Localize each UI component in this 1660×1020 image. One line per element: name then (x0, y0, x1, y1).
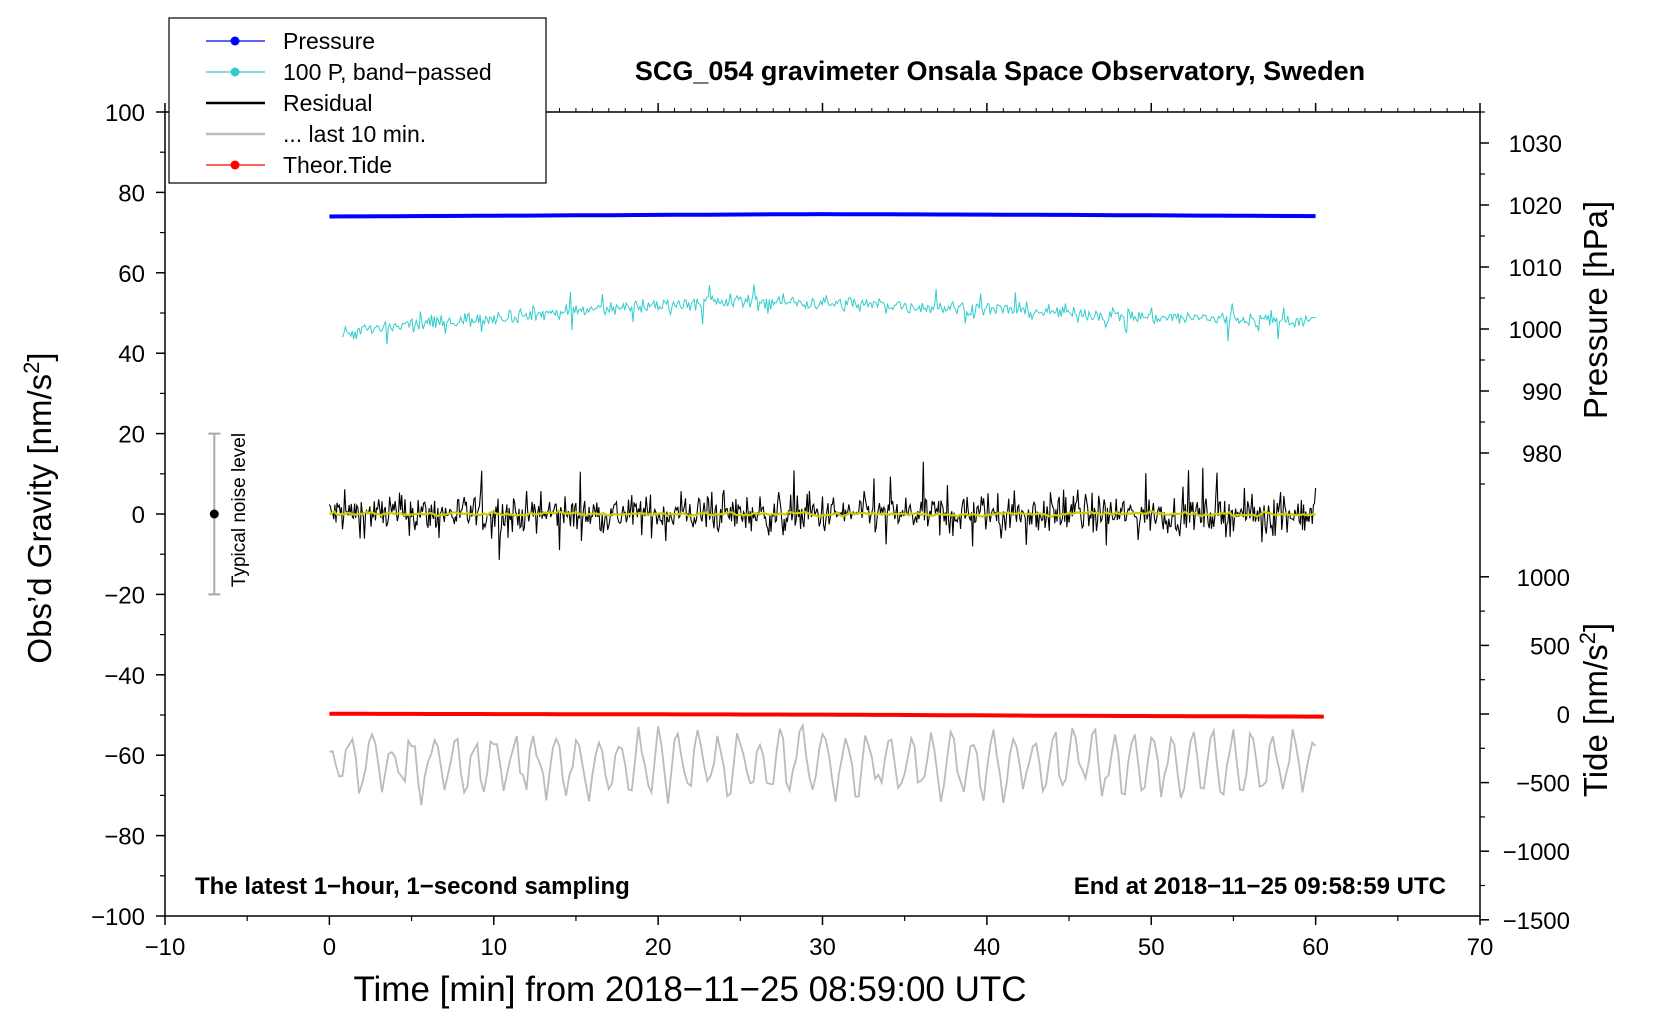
y-axis-label-tide-main: Tide [nm/s (1577, 644, 1614, 797)
legend-swatch-marker (230, 160, 240, 170)
tide-tick-label: −500 (1516, 771, 1570, 798)
y-axis-label-tide: Tide [nm/s2] (1575, 623, 1615, 797)
x-tick-label: 30 (809, 934, 836, 961)
y-tick-label: 0 (132, 502, 145, 529)
x-tick-label: 0 (323, 934, 336, 961)
legend-box (168, 17, 547, 184)
y-axis-label-left: Obs’d Gravity [nm/s2] (19, 352, 59, 663)
legend-swatch-marker (230, 67, 240, 77)
y-tick-label: −60 (104, 743, 145, 770)
y-tick-label: 20 (118, 422, 145, 449)
y-tick-label: 80 (118, 180, 145, 207)
legend: Pressure 100 P, band−passed Residual ... la… (168, 17, 547, 184)
legend-label: ... last 10 min. (283, 121, 426, 147)
last-10-min-line (329, 722, 1317, 806)
y-tick-label: −100 (91, 904, 145, 931)
annotation-sampling: The latest 1−hour, 1−second sampling (195, 873, 630, 900)
noise-indicator (208, 432, 221, 596)
x-axis-label: Time [min] from 2018−11−25 08:59:00 UTC (353, 970, 1026, 1009)
legend-label: Theor.Tide (283, 152, 392, 178)
y-axis-label-left-end: ] (21, 352, 58, 361)
tide-tick-label: 0 (1557, 702, 1570, 729)
tide-tick-label: 500 (1530, 633, 1570, 660)
pressure-tick-label: 1010 (1509, 255, 1562, 282)
y-axis-label-left-main: Obs’d Gravity [nm/s (21, 374, 58, 664)
y-tick-label: −80 (104, 824, 145, 851)
theoretical-tide-line (329, 711, 1324, 719)
pressure-tick-label: 1020 (1509, 193, 1562, 220)
legend-label: Pressure (283, 28, 375, 54)
tide-tick-label: −1000 (1503, 839, 1570, 866)
y-axis-label-tide-sup: 2 (1575, 632, 1600, 644)
legend-swatch-marker (230, 36, 240, 46)
pressure-tick-label: 1000 (1509, 317, 1562, 344)
y-axis-label-left-sup: 2 (19, 362, 44, 374)
y-axis-label-pressure: Pressure [hPa] (1577, 201, 1614, 419)
x-tick-label: 70 (1467, 934, 1494, 961)
tide-tick-label: −1500 (1503, 908, 1570, 935)
x-tick-label: 20 (645, 934, 672, 961)
tick-labels: −10 0 10 20 30 40 50 60 70−100−80−60−40−20020406… (91, 100, 1570, 961)
pressure-tick-label: 980 (1522, 441, 1562, 468)
y-tick-label: 60 (118, 261, 145, 288)
tide-tick-label: 1000 (1517, 565, 1570, 592)
residual-line (328, 461, 1317, 560)
band-passed-pressure-line (342, 284, 1316, 345)
y-tick-label: −20 (104, 582, 145, 609)
x-tick-label: 40 (974, 934, 1001, 961)
series-layer (328, 212, 1324, 806)
legend-label: 100 P, band−passed (283, 59, 492, 85)
annotation-end-time: End at 2018−11−25 09:58:59 UTC (1074, 873, 1446, 900)
x-tick-label: 60 (1302, 934, 1329, 961)
y-axis-label-tide-end: ] (1577, 623, 1614, 632)
noise-level-label: Typical noise level (229, 433, 250, 587)
chart-title: SCG_054 gravimeter Onsala Space Observat… (635, 56, 1365, 86)
pressure-tick-label: 1030 (1509, 131, 1562, 158)
x-tick-label: 50 (1138, 934, 1165, 961)
pressure-line (329, 212, 1316, 219)
y-tick-label: 40 (118, 341, 145, 368)
pressure-tick-label: 990 (1522, 379, 1562, 406)
residual-smoothed-line (329, 509, 1316, 518)
y-tick-label: 100 (105, 100, 145, 127)
x-tick-label: −10 (145, 934, 186, 961)
noise-center-dot (209, 509, 219, 519)
legend-label: Residual (283, 90, 373, 116)
y-tick-label: −40 (104, 663, 145, 690)
x-tick-label: 10 (480, 934, 507, 961)
